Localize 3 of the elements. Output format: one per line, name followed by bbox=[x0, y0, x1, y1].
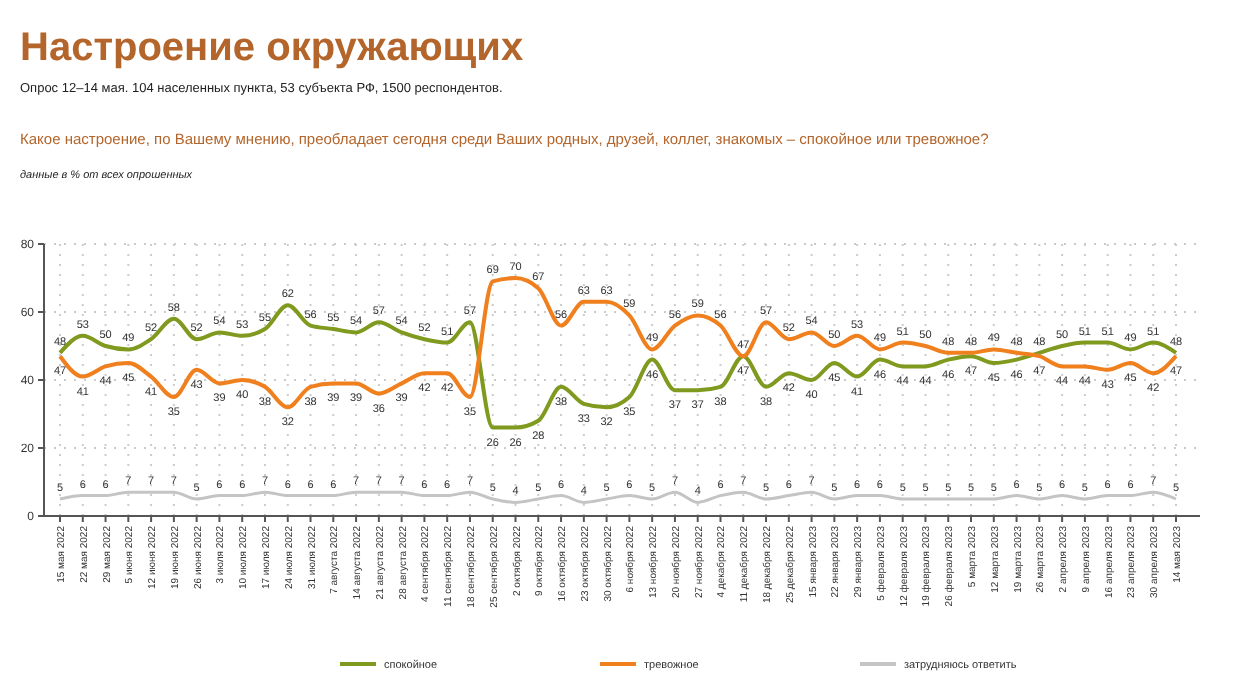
line-series bbox=[58, 276, 1178, 410]
chart-title: Настроение окружающих bbox=[20, 26, 524, 70]
line-series bbox=[58, 303, 1178, 430]
